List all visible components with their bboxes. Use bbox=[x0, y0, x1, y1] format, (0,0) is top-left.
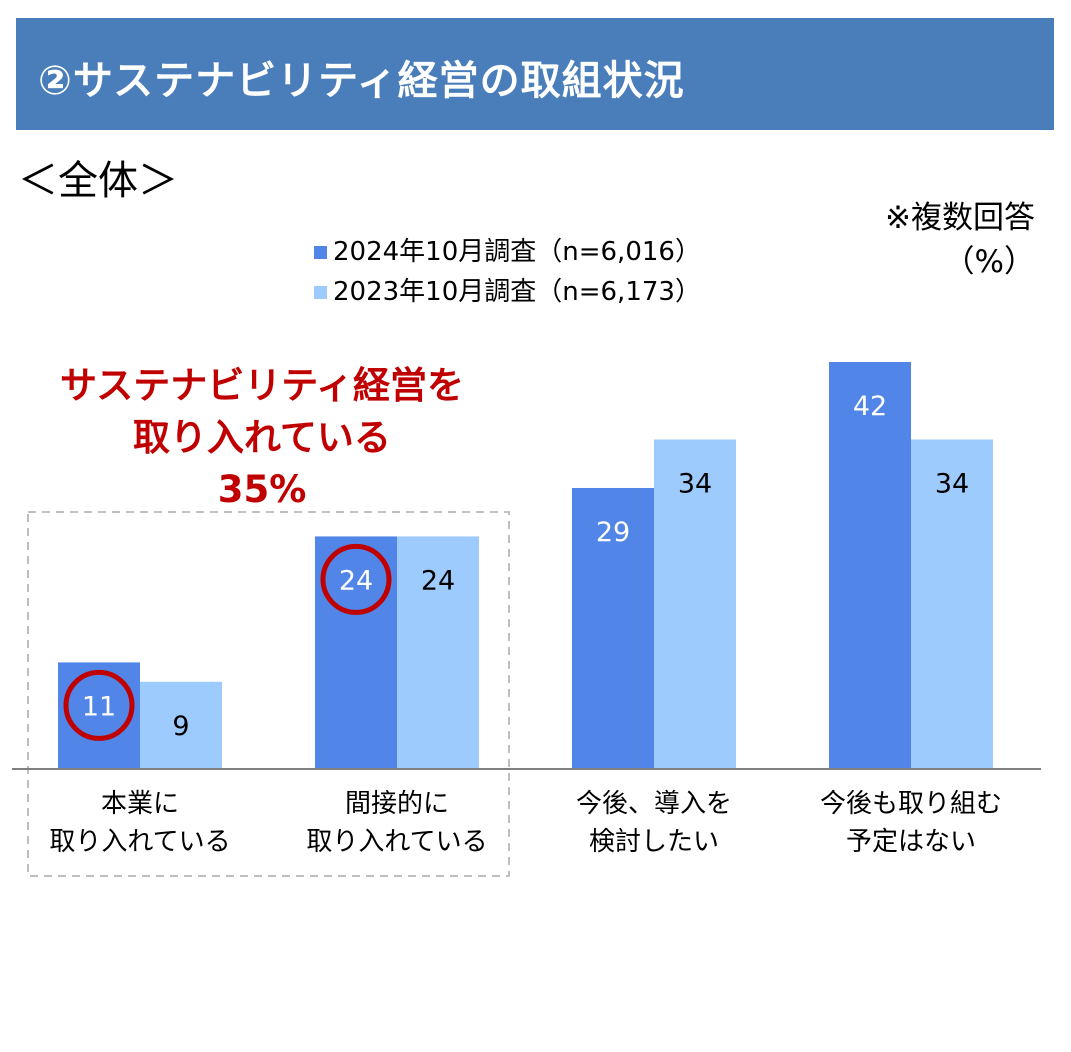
legend-item-2024: 2024年10月調査（n=6,016） bbox=[314, 232, 701, 272]
bar-2023-1 bbox=[397, 536, 479, 769]
unit-note: （%） bbox=[943, 244, 1035, 280]
legend-swatch-2023 bbox=[314, 285, 327, 299]
value-label-2023-2: 34 bbox=[678, 469, 712, 500]
answer-note: ※複数回答 （%） bbox=[885, 196, 1035, 284]
value-label-2024-2: 29 bbox=[596, 517, 630, 548]
value-label-2023-3: 34 bbox=[935, 469, 969, 500]
callout-percentage: 35% bbox=[217, 468, 307, 511]
category-label-3-0: 今後も取り組む bbox=[820, 789, 1002, 819]
callout-line-1: サステナビリティ経営を bbox=[59, 364, 465, 407]
bar-2024-1 bbox=[315, 536, 397, 769]
title-banner: ②サステナビリティ経営の取組状況 bbox=[16, 18, 1054, 130]
bar-2024-0 bbox=[58, 662, 140, 769]
value-label-2024-3: 42 bbox=[853, 391, 887, 422]
highlight-circle-1 bbox=[320, 543, 392, 615]
legend-swatch-2024 bbox=[314, 245, 327, 259]
category-label-0-1: 取り入れている bbox=[49, 827, 230, 857]
page-title: ②サステナビリティ経営の取組状況 bbox=[38, 58, 685, 104]
bar-2024-3 bbox=[829, 362, 911, 769]
value-label-2024-0: 11 bbox=[82, 691, 116, 722]
bar-2023-2 bbox=[654, 439, 736, 769]
value-label-2023-0: 9 bbox=[172, 711, 189, 742]
category-label-3-1: 予定はない bbox=[846, 827, 976, 857]
chart-legend: 2024年10月調査（n=6,016） 2023年10月調査（n=6,173） bbox=[314, 232, 701, 312]
section-subtitle: ＜全体＞ bbox=[18, 158, 178, 204]
bar-2023-3 bbox=[911, 439, 993, 769]
callout-line-2: 取り入れている bbox=[133, 416, 391, 459]
category-label-2-1: 検討したい bbox=[589, 827, 719, 857]
value-label-2024-1: 24 bbox=[339, 565, 373, 596]
category-label-2-0: 今後、導入を bbox=[576, 789, 732, 819]
legend-item-2023: 2023年10月調査（n=6,173） bbox=[314, 272, 701, 312]
multiple-answer-note: ※複数回答 bbox=[885, 200, 1035, 236]
category-label-1-1: 取り入れている bbox=[306, 827, 487, 857]
bar-2024-2 bbox=[572, 487, 654, 769]
category-label-0-0: 本業に bbox=[101, 789, 179, 819]
bar-2023-0 bbox=[140, 681, 222, 769]
adoption-callout: サステナビリティ経営を 取り入れている 35% bbox=[22, 360, 502, 516]
category-label-1-0: 間接的に bbox=[345, 789, 449, 819]
highlight-circle-0 bbox=[63, 669, 135, 741]
legend-label-2023: 2023年10月調査（n=6,173） bbox=[333, 277, 701, 307]
adopting-group-box bbox=[27, 511, 510, 877]
value-label-2023-1: 24 bbox=[421, 565, 455, 596]
legend-label-2024: 2024年10月調査（n=6,016） bbox=[333, 237, 701, 267]
